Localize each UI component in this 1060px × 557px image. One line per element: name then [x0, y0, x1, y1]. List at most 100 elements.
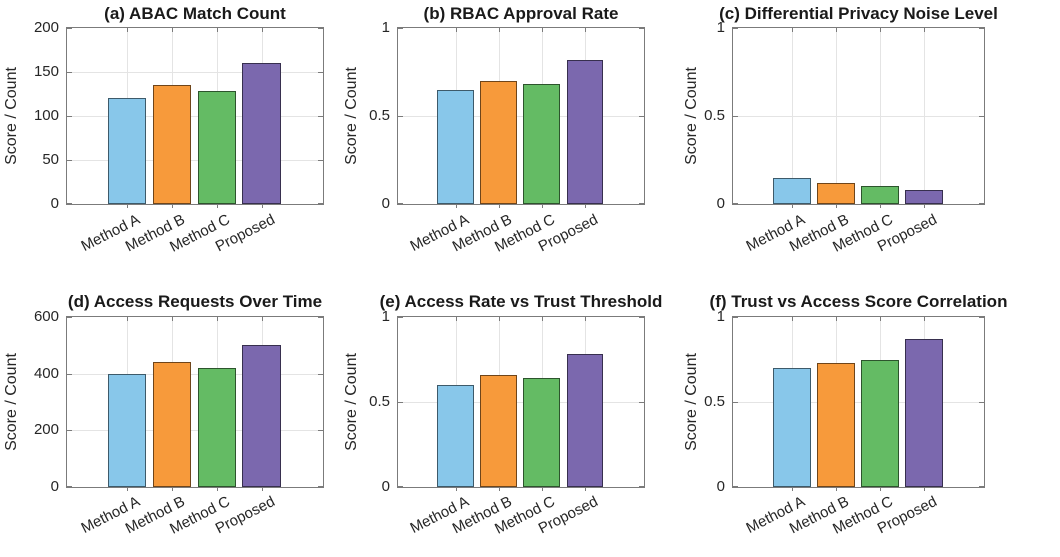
bar-method-a	[437, 385, 475, 487]
y-tick-mark	[979, 402, 984, 403]
y-tick-mark	[733, 317, 738, 318]
y-tick-label: 200	[33, 19, 59, 36]
x-tick-mark	[836, 28, 837, 32]
y-tick-label: 1	[716, 308, 725, 325]
gridline-horizontal	[733, 116, 984, 117]
y-tick-mark	[67, 72, 72, 73]
x-tick-mark	[542, 488, 543, 491]
y-tick-label: 50	[42, 151, 59, 168]
x-tick-mark	[836, 488, 837, 491]
x-tick-mark	[924, 317, 925, 321]
gridline-horizontal	[398, 116, 644, 117]
bar-proposed	[242, 63, 281, 204]
y-tick-mark	[67, 203, 72, 204]
x-tick-mark	[499, 317, 500, 321]
y-tick-mark	[398, 402, 403, 403]
bar-method-c	[861, 359, 899, 487]
x-tick-mark	[585, 205, 586, 208]
gridline-vertical	[792, 28, 793, 204]
x-tick-mark	[217, 28, 218, 32]
y-tick-label: 1	[381, 19, 390, 36]
x-tick-mark	[880, 488, 881, 491]
x-tick-mark	[499, 205, 500, 208]
y-tick-mark	[979, 486, 984, 487]
y-tick-mark	[318, 72, 323, 73]
y-tick-mark	[979, 116, 984, 117]
bar-method-a	[107, 98, 147, 204]
x-tick-mark	[172, 28, 173, 32]
y-tick-label: 150	[33, 63, 59, 80]
bar-proposed	[566, 354, 604, 487]
bar-method-a	[437, 89, 475, 204]
x-tick-mark	[172, 317, 173, 321]
y-tick-label: 0	[50, 195, 59, 212]
gridline-horizontal	[67, 72, 323, 73]
x-tick-mark	[792, 205, 793, 208]
x-tick-mark	[172, 488, 173, 491]
y-tick-mark	[733, 402, 738, 403]
x-tick-mark	[172, 205, 173, 208]
x-tick-mark	[880, 317, 881, 321]
gridline-horizontal	[733, 402, 984, 403]
x-tick-mark	[456, 205, 457, 208]
x-tick-mark	[262, 488, 263, 491]
y-tick-label: 0.5	[369, 107, 390, 124]
x-tick-mark	[792, 488, 793, 491]
x-tick-mark	[924, 28, 925, 32]
x-tick-mark	[262, 317, 263, 321]
y-tick-mark	[639, 317, 644, 318]
y-tick-mark	[398, 116, 403, 117]
y-tick-mark	[318, 28, 323, 29]
y-tick-mark	[67, 160, 72, 161]
y-tick-label: 0	[716, 478, 725, 495]
bar-method-b	[480, 80, 518, 204]
y-tick-mark	[639, 402, 644, 403]
subplot-d-title: (d) Access Requests Over Time	[67, 292, 323, 311]
subplot-b-title: (b) RBAC Approval Rate	[423, 4, 619, 23]
bar-method-b	[152, 362, 192, 487]
x-tick-mark	[585, 28, 586, 32]
y-tick-label: 0	[50, 478, 59, 495]
bar-method-c	[197, 91, 236, 204]
x-tick-mark	[456, 317, 457, 321]
x-tick-mark	[542, 317, 543, 321]
gridline-vertical	[880, 28, 881, 204]
bar-method-c	[523, 378, 561, 487]
x-tick-mark	[924, 488, 925, 491]
x-tick-mark	[127, 28, 128, 32]
y-tick-mark	[733, 486, 738, 487]
x-tick-mark	[880, 28, 881, 32]
y-tick-mark	[733, 28, 738, 29]
y-tick-mark	[67, 317, 72, 318]
x-tick-mark	[262, 205, 263, 208]
y-tick-label: 1	[381, 308, 390, 325]
x-tick-mark	[127, 488, 128, 491]
y-tick-mark	[979, 203, 984, 204]
y-tick-mark	[318, 116, 323, 117]
y-tick-mark	[318, 317, 323, 318]
y-tick-mark	[639, 116, 644, 117]
y-tick-mark	[318, 486, 323, 487]
y-tick-label: 100	[33, 107, 59, 124]
y-tick-label: 400	[33, 364, 59, 382]
bar-proposed	[904, 189, 943, 204]
bar-method-a	[773, 368, 811, 487]
y-tick-mark	[398, 317, 403, 318]
bar-method-c	[523, 84, 561, 204]
gridline-horizontal	[67, 116, 323, 117]
x-tick-mark	[836, 317, 837, 321]
bar-proposed	[242, 345, 281, 487]
subplot-b-plot-area	[397, 27, 645, 205]
gridline-horizontal	[67, 160, 323, 161]
y-tick-mark	[67, 486, 72, 487]
x-tick-mark	[456, 488, 457, 491]
y-tick-mark	[639, 28, 644, 29]
y-tick-label: 200	[33, 421, 59, 439]
x-tick-mark	[836, 205, 837, 208]
x-tick-mark	[924, 205, 925, 208]
subplot-e-title: (e) Access Rate vs Trust Threshold	[379, 292, 663, 311]
y-tick-label: 0	[716, 195, 725, 212]
gridline-horizontal	[398, 402, 644, 403]
x-tick-mark	[217, 488, 218, 491]
